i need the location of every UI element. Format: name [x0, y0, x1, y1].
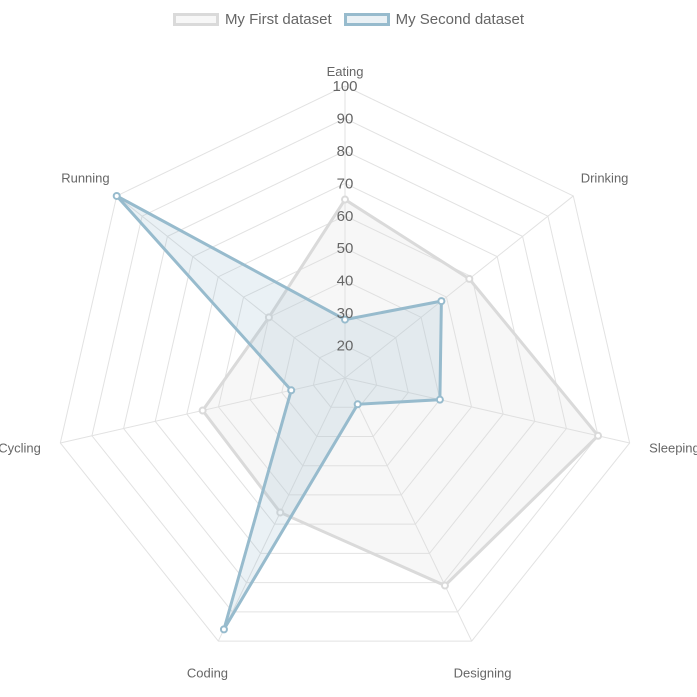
data-point-second-eating[interactable]	[341, 315, 349, 324]
axis-label-running: Running	[61, 170, 109, 185]
axis-label-designing: Designing	[454, 666, 512, 681]
legend-label-first: My First dataset	[224, 10, 332, 28]
chart-legend: My First dataset My Second dataset	[0, 8, 697, 30]
axis-label-drinking: Drinking	[581, 170, 629, 185]
axis-label-coding: Coding	[187, 666, 228, 681]
tick-label-60: 60	[337, 208, 354, 225]
data-point-second-sleeping[interactable]	[435, 395, 444, 404]
legend-item-second-dataset[interactable]: My Second dataset	[343, 10, 525, 28]
data-point-first-coding[interactable]	[276, 508, 285, 517]
data-point-first-drinking[interactable]	[465, 274, 474, 283]
grid-ring-20	[312, 345, 378, 408]
spoke-sleeping	[344, 377, 630, 444]
spoke-running	[116, 195, 346, 379]
data-point-second-designing[interactable]	[353, 400, 362, 409]
data-point-first-designing[interactable]	[440, 581, 449, 590]
tick-label-70: 70	[337, 175, 354, 192]
spoke-designing	[344, 377, 473, 642]
tick-label-40: 40	[337, 273, 354, 290]
data-point-second-cycling[interactable]	[287, 386, 296, 395]
grid-ring-90	[91, 117, 599, 613]
legend-swatch-first	[172, 12, 219, 26]
axis-label-eating: Eating	[327, 64, 364, 79]
tick-label-100: 100	[332, 78, 357, 95]
data-point-second-running[interactable]	[112, 191, 121, 200]
series-area-second	[115, 194, 443, 631]
data-point-second-coding[interactable]	[219, 625, 228, 634]
data-point-second-drinking[interactable]	[437, 297, 446, 306]
axis-label-cycling: Cycling	[0, 441, 41, 456]
legend-swatch-second	[343, 12, 390, 26]
tick-label-30: 30	[337, 305, 354, 322]
tick-label-80: 80	[337, 143, 354, 160]
grid-ring-80	[123, 150, 567, 584]
legend-label-second: My Second dataset	[395, 10, 525, 28]
axis-labels: Eating Drinking Sleeping Designing Coding Cyc…	[0, 64, 697, 681]
grid-ring-40	[249, 280, 441, 467]
data-point-first-running[interactable]	[264, 313, 273, 322]
spoke-drinking	[344, 195, 574, 379]
grid-ring-70	[154, 182, 536, 554]
tick-label-20: 20	[337, 338, 354, 355]
radial-ticks: 20 30 40 50 60 70 80 90 100	[332, 78, 357, 355]
tick-label-50: 50	[337, 240, 354, 257]
radar-series	[112, 191, 603, 634]
grid-ring-100	[59, 85, 631, 642]
grid-ring-50	[217, 247, 473, 496]
tick-label-90: 90	[337, 110, 354, 127]
legend-item-first-dataset[interactable]: My First dataset	[172, 10, 332, 28]
data-point-first-cycling[interactable]	[198, 406, 207, 415]
data-point-first-eating[interactable]	[341, 195, 349, 204]
axis-label-sleeping: Sleeping	[649, 441, 697, 456]
grid-ring-60	[186, 215, 504, 525]
grid-ring-30	[281, 312, 409, 437]
data-point-first-sleeping[interactable]	[594, 431, 603, 440]
